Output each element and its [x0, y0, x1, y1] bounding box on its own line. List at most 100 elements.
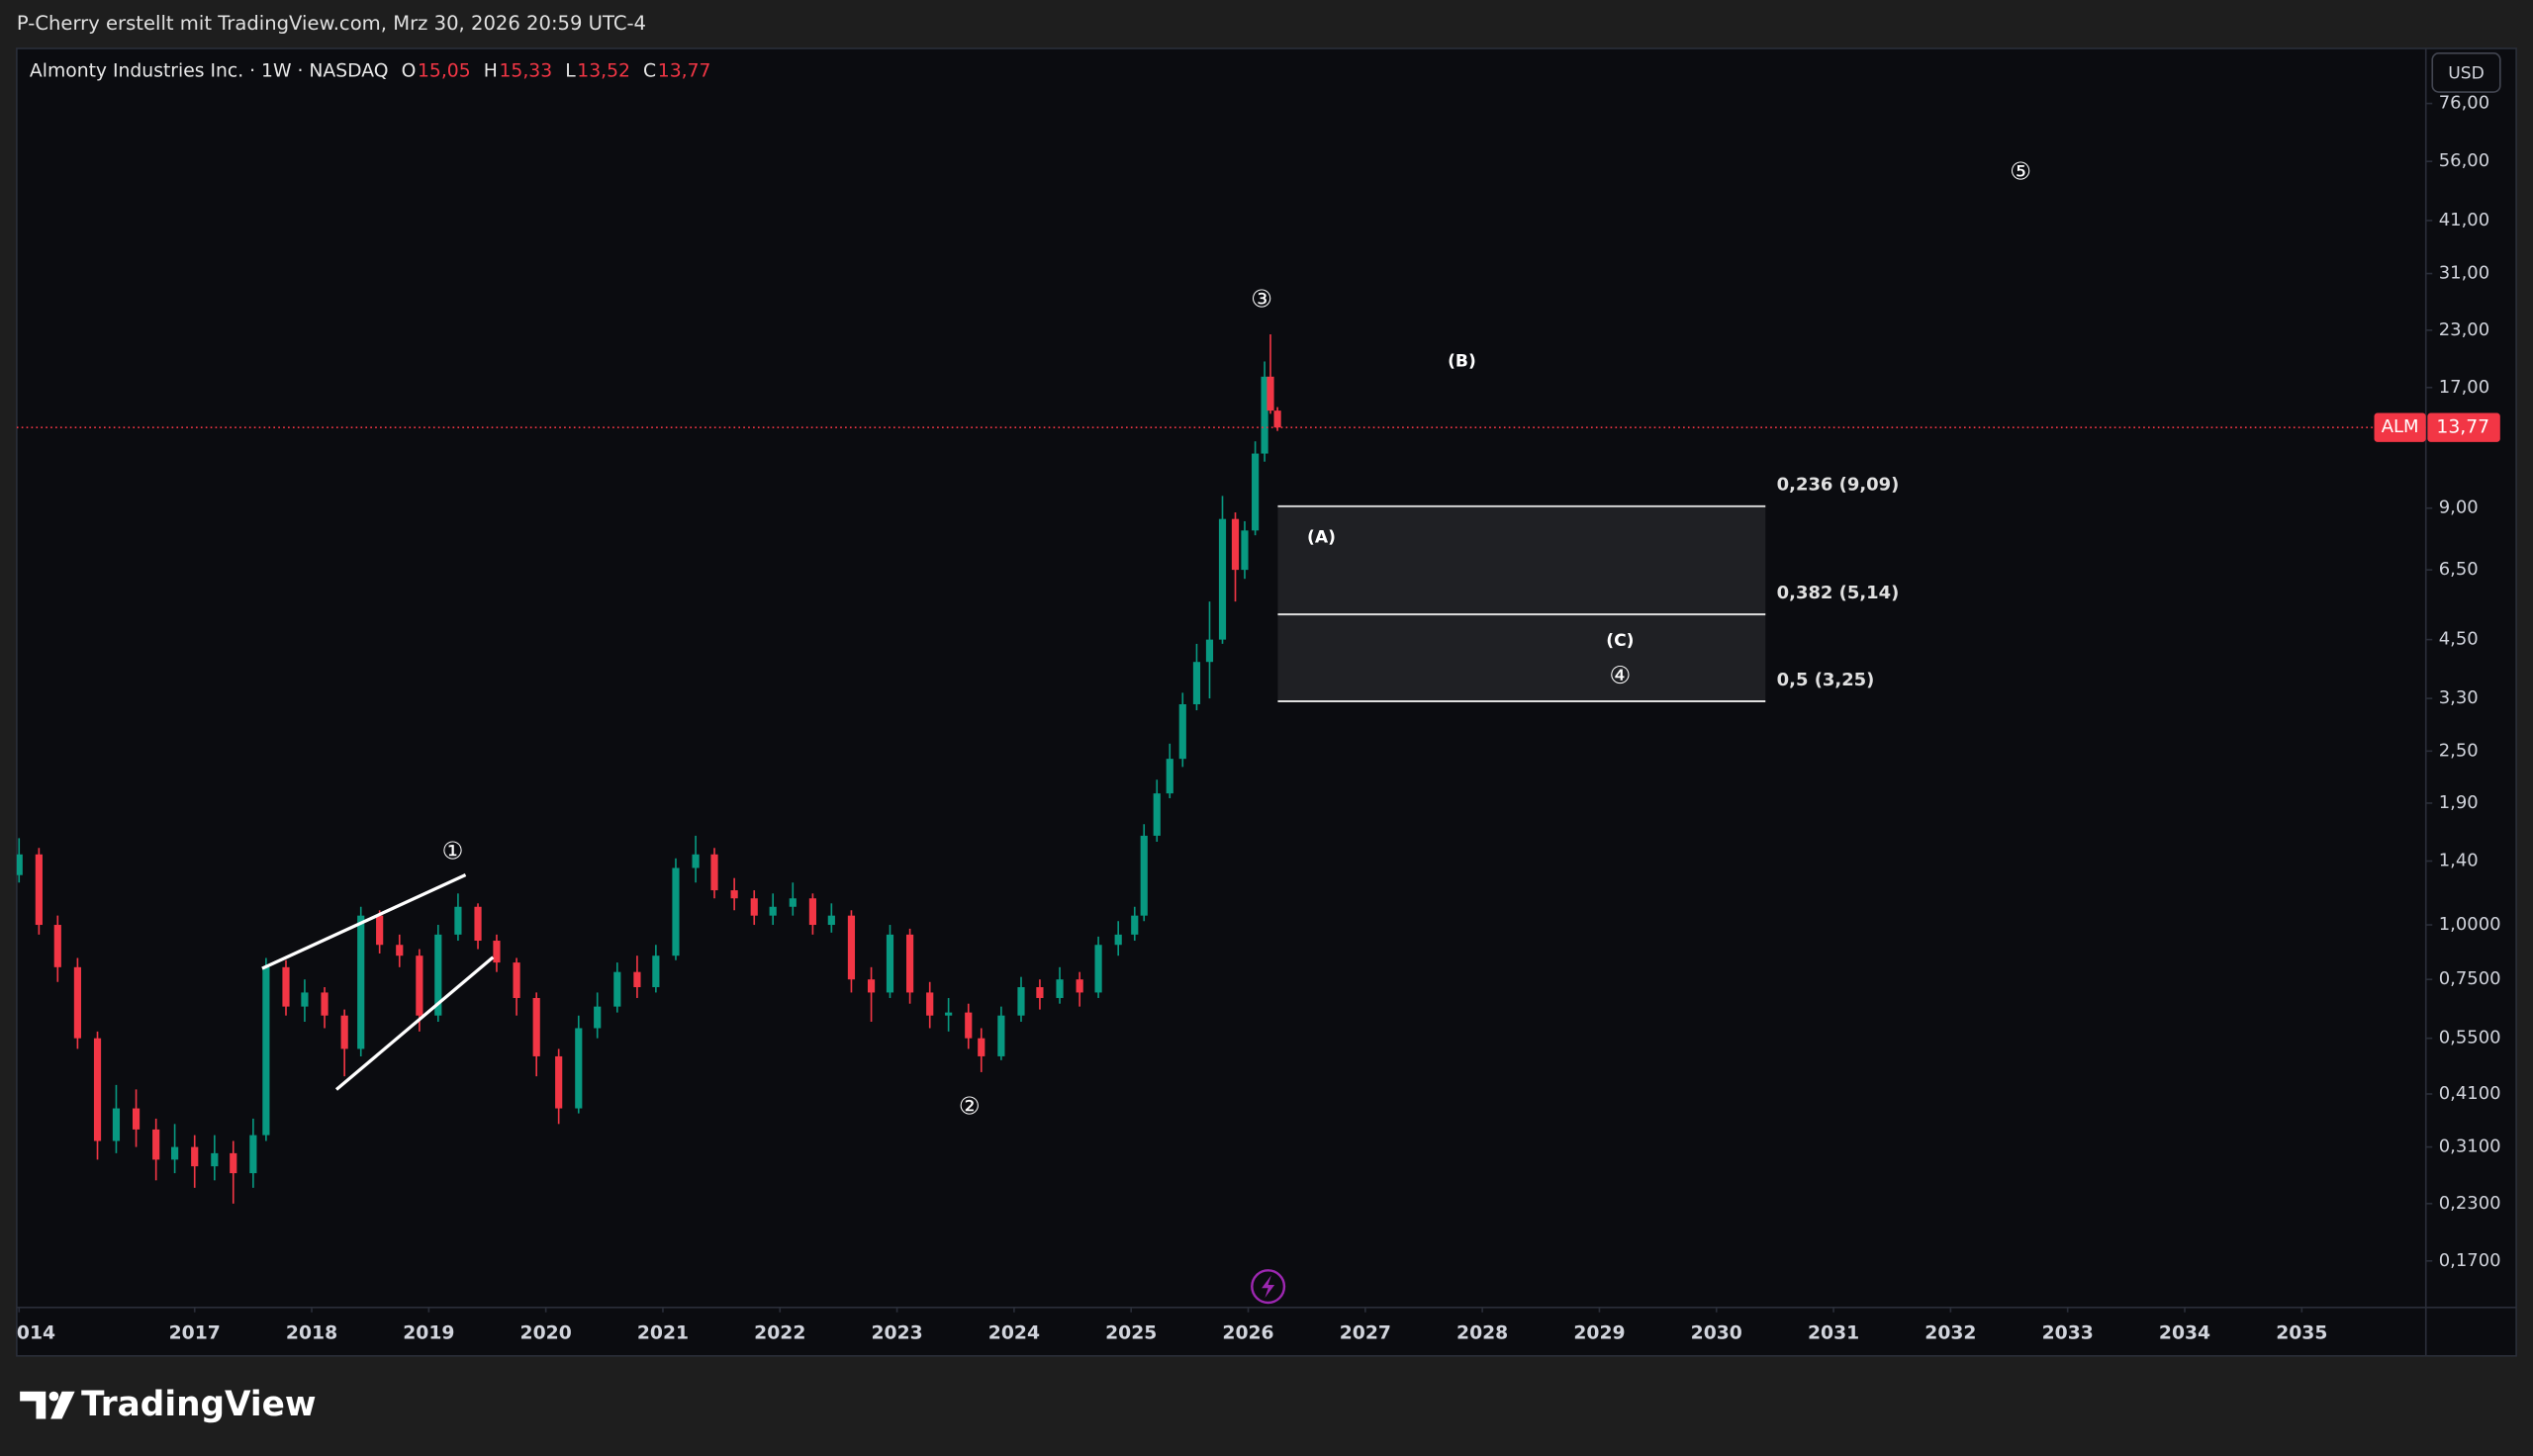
legend-value: 15,05 [418, 60, 471, 81]
candle-body [555, 1055, 563, 1109]
symbol-tag [2374, 412, 2426, 442]
brand: TradingView [81, 1385, 316, 1424]
wave-label: (C) [1606, 631, 1634, 651]
candle-body [906, 934, 914, 993]
candle-body [249, 1135, 257, 1174]
candle-body [1017, 987, 1025, 1016]
x-tick-label: 2034 [2159, 1322, 2210, 1343]
candle-body [1114, 934, 1122, 946]
candle-body [710, 854, 718, 891]
candle-body [454, 906, 462, 935]
currency[interactable]: USD [2448, 63, 2485, 83]
chart-title: Almonty Industries Inc. · 1W · NASDAQ [30, 60, 389, 81]
candle-body [1166, 759, 1173, 794]
wave-label: ③ [1251, 285, 1272, 314]
y-tick-label: 0,4100 [2439, 1083, 2501, 1104]
y-tick-label: 0,1700 [2439, 1250, 2501, 1271]
candle-body [262, 966, 270, 1136]
candle-body [978, 1038, 985, 1056]
wave-label: ④ [1609, 661, 1631, 689]
candle-body [416, 956, 423, 1016]
y-tick-label: 4,50 [2439, 629, 2479, 650]
candle-body [1036, 987, 1044, 998]
candle-body [633, 971, 641, 988]
candle-body [301, 992, 309, 1007]
y-tick-label: 76,00 [2439, 93, 2489, 114]
legend-value: 15,33 [499, 60, 552, 81]
candle-body [769, 906, 777, 916]
candle-body [750, 898, 758, 916]
wave-label: ⑤ [2010, 157, 2031, 186]
candle-body [532, 997, 540, 1056]
candle-body [672, 867, 680, 956]
x-tick-label: 2027 [1340, 1322, 1391, 1343]
replay-icon[interactable] [1251, 1269, 1286, 1305]
candle-body [376, 915, 384, 946]
candle-body [965, 1012, 973, 1039]
x-tick-label: 2032 [1924, 1322, 1976, 1343]
candle-body [652, 956, 660, 988]
legend-key: L [565, 60, 576, 81]
candle-body [35, 854, 43, 926]
x-tick-label: 2021 [637, 1322, 689, 1343]
x-tick-label: 2024 [988, 1322, 1040, 1343]
legend-value: 13,52 [577, 60, 630, 81]
fib-zone [1277, 505, 1766, 702]
y-tick-label: 9,00 [2439, 498, 2479, 518]
candle-body [152, 1129, 160, 1160]
y-tick-label: 17,00 [2439, 377, 2489, 398]
candle-body [1231, 518, 1240, 571]
legend-key: C [643, 60, 656, 81]
x-tick-label: 2017 [169, 1322, 221, 1343]
candle-body [171, 1146, 179, 1160]
candle-body [191, 1146, 199, 1167]
y-tick-label: 6,50 [2439, 559, 2479, 580]
y-tick-label: 56,00 [2439, 150, 2489, 171]
candle-body [230, 1152, 237, 1174]
y-tick-label: 1,40 [2439, 851, 2479, 871]
y-tick-label: 23,00 [2439, 319, 2489, 340]
x-tick-label: 2031 [1808, 1322, 1859, 1343]
candle-body [93, 1038, 102, 1141]
candle-body [211, 1152, 219, 1167]
candle-body [1252, 453, 1260, 531]
candle-body [1266, 376, 1274, 411]
plot [16, 334, 2426, 1204]
x-tick-label: 2028 [1456, 1322, 1508, 1343]
x-tick-label: 2026 [1222, 1322, 1273, 1343]
x-tick-label: 2033 [2042, 1322, 2094, 1343]
candle-body [926, 992, 934, 1016]
price-tag-label: 13,77 [2436, 417, 2489, 438]
candle-body [1218, 518, 1227, 640]
y-tick-label: 0,3100 [2439, 1137, 2501, 1157]
candle-body [1094, 945, 1102, 993]
wave-label: (A) [1307, 527, 1336, 547]
candle-body [730, 890, 738, 899]
candle-body [340, 1015, 348, 1049]
candle-body [434, 934, 442, 1016]
candle-body [321, 992, 328, 1016]
candle-body [73, 966, 81, 1039]
candle-body [945, 1012, 953, 1016]
candle-body [1241, 530, 1249, 571]
candle-body [594, 1006, 602, 1029]
candle-body [1140, 835, 1148, 916]
currency-box[interactable] [2431, 52, 2501, 93]
candle-body [692, 854, 700, 868]
candle-body [789, 898, 797, 907]
candle-body [867, 979, 876, 993]
chart-panel [16, 47, 2517, 1357]
x-tick-label: 014 [17, 1322, 55, 1343]
y-tick-label: 31,00 [2439, 263, 2489, 284]
candle-body [513, 962, 520, 998]
candle-body [474, 906, 482, 942]
candle-body [886, 934, 894, 993]
y-tick-label: 0,5500 [2439, 1028, 2501, 1048]
caption: P-Cherry erstellt mit TradingView.com, M… [17, 12, 646, 35]
candle-body [997, 1015, 1005, 1056]
y-tick-label: 1,90 [2439, 792, 2479, 813]
x-tick-label: 2035 [2276, 1322, 2327, 1343]
brand-logo [20, 1391, 75, 1419]
legend-key: O [402, 60, 417, 81]
